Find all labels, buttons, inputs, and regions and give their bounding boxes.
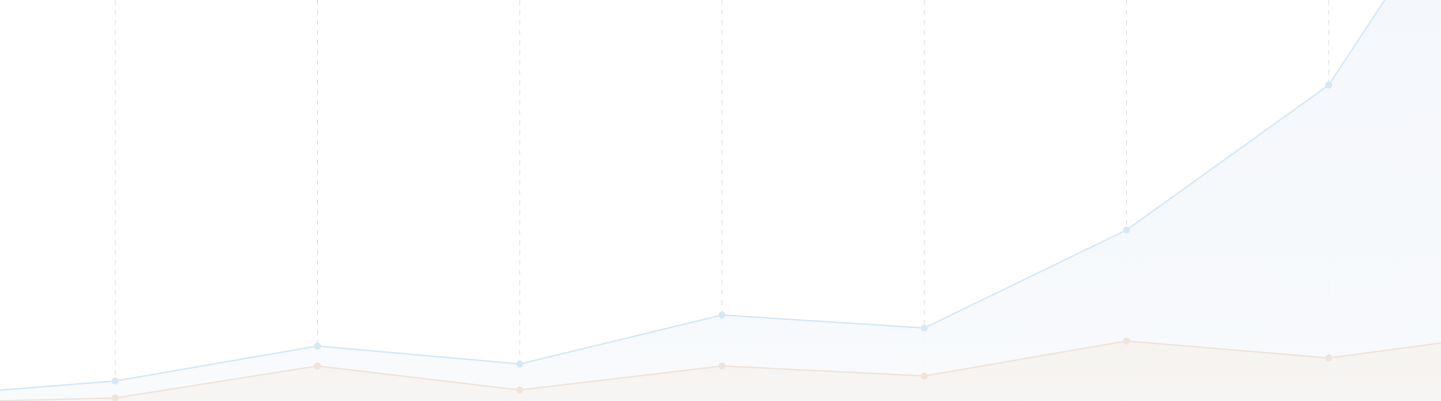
point (1123, 226, 1130, 234)
point (920, 324, 928, 332)
point (516, 360, 524, 368)
point (111, 377, 119, 385)
point (111, 394, 119, 401)
area-fill (0, 341, 1441, 401)
point (718, 362, 726, 370)
point (1123, 337, 1130, 345)
point (314, 362, 321, 370)
point (516, 386, 524, 394)
point (718, 311, 726, 319)
point (920, 372, 928, 380)
point (1325, 354, 1333, 362)
point (1325, 81, 1333, 89)
point (314, 342, 321, 350)
